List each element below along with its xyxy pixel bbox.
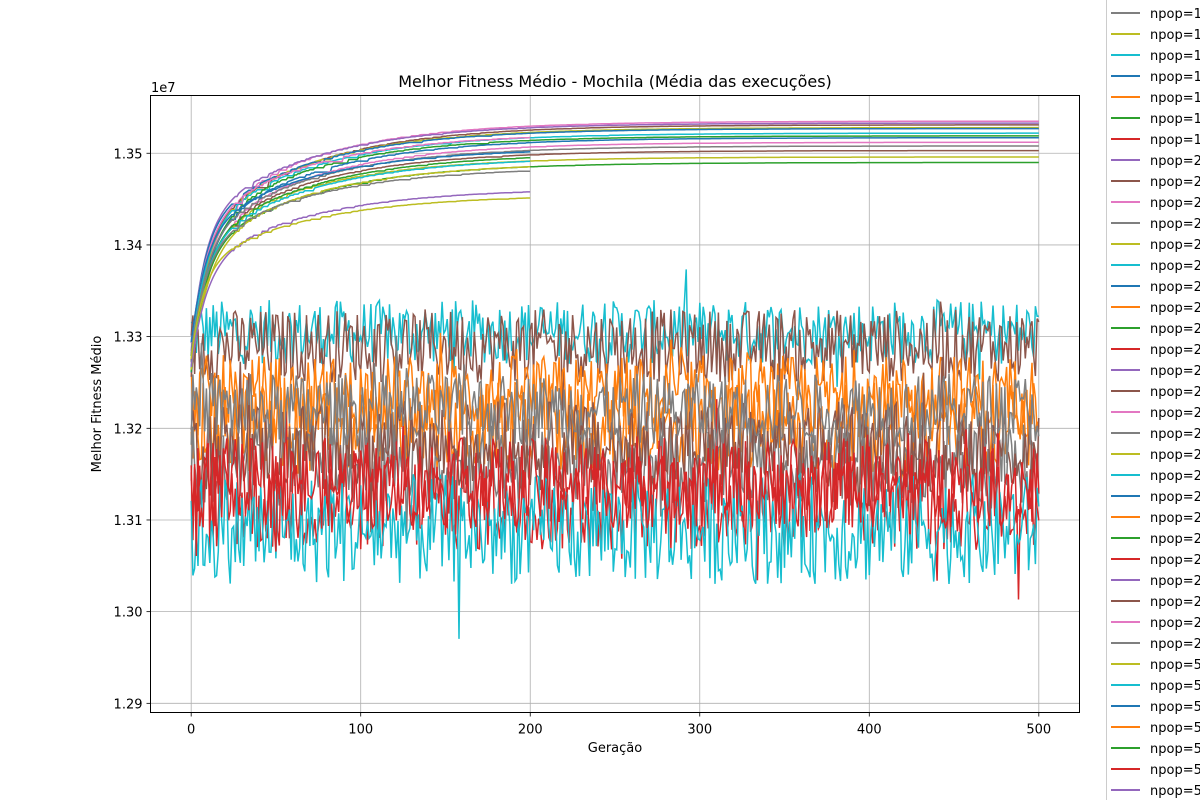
legend-label: npop=2 <box>1150 511 1200 526</box>
legend-label: npop=2 <box>1150 196 1200 211</box>
x-axis-label: Geração <box>588 741 642 756</box>
legend-label: npop=1 <box>1150 133 1200 148</box>
legend-label: npop=2 <box>1150 616 1200 631</box>
chart-title: Melhor Fitness Médio - Mochila (Média da… <box>398 72 832 91</box>
legend-label: npop=2 <box>1150 259 1200 274</box>
legend-label: npop=5 <box>1150 700 1200 715</box>
y-tick-label: 1.34 <box>114 239 143 254</box>
legend: npop=1 npop=1 npop=1 npop=1 npop=1 npop=1 npop… <box>1106 0 1200 800</box>
legend-label: npop=2 <box>1150 175 1200 190</box>
x-tick-label: 200 <box>518 723 543 738</box>
series-line-converging-20 <box>190 197 531 359</box>
legend-label: npop=2 <box>1150 322 1200 337</box>
series-line-converging-4 <box>190 127 1039 356</box>
legend-label: npop=1 <box>1150 28 1200 43</box>
series-line-converging-7 <box>190 136 1039 373</box>
legend-label: npop=5 <box>1150 679 1200 694</box>
x-tick-label: 400 <box>857 723 882 738</box>
legend-label: npop=2 <box>1150 574 1200 589</box>
series-line-noisy-2 <box>190 332 1040 466</box>
legend-frame <box>1106 0 1200 800</box>
y-tick-label: 1.29 <box>114 697 143 712</box>
series-line-converging-13 <box>190 136 531 344</box>
legend-label: npop=5 <box>1150 658 1200 673</box>
legend-label: npop=5 <box>1150 742 1200 757</box>
y-tick-label: 1.30 <box>114 606 143 621</box>
legend-label: npop=2 <box>1150 532 1200 547</box>
series-line-converging-3 <box>190 126 1039 360</box>
legend-label: npop=2 <box>1150 217 1200 232</box>
series-line-converging-17 <box>190 166 531 370</box>
series-line-noisy-6 <box>190 399 1040 600</box>
series-line-noisy-9 <box>190 335 1040 464</box>
legend-label: npop=2 <box>1150 448 1200 463</box>
series-line-noisy-5 <box>190 356 1040 533</box>
x-tick-label: 100 <box>348 723 373 738</box>
series-line-converging-9 <box>190 145 1039 363</box>
legend-label: npop=2 <box>1150 637 1200 652</box>
legend-label: npop=2 <box>1150 385 1200 400</box>
legend-label: npop=1 <box>1150 112 1200 127</box>
x-ticks: 0 100 200 300 400 500 <box>187 712 1051 738</box>
y-tick-label: 1.33 <box>114 331 143 346</box>
series-line-noisy-7 <box>190 472 1040 639</box>
legend-label: npop=2 <box>1150 595 1200 610</box>
legend-label: npop=2 <box>1150 301 1200 316</box>
legend-label: npop=5 <box>1150 721 1200 736</box>
y-tick-label: 1.35 <box>114 147 143 162</box>
y-tick-label: 1.32 <box>114 422 143 437</box>
legend-label: npop=2 <box>1150 406 1200 421</box>
series-line-noisy-8 <box>190 411 1040 557</box>
legend-label: npop=5 <box>1150 784 1200 799</box>
y-axis-label: Melhor Fitness Médio <box>90 336 105 473</box>
series-line-converging-18 <box>190 170 531 355</box>
legend-label: npop=2 <box>1150 238 1200 253</box>
series-line-converging-11 <box>190 156 1039 355</box>
series-lines <box>190 120 1040 639</box>
x-tick-label: 300 <box>687 723 712 738</box>
legend-label: npop=2 <box>1150 490 1200 505</box>
y-ticks: 1.29 1.30 1.31 1.32 1.33 1.34 1.35 <box>114 147 151 712</box>
legend-label: npop=1 <box>1150 49 1200 64</box>
legend-label: npop=1 <box>1150 7 1200 22</box>
legend-label: npop=2 <box>1150 154 1200 169</box>
series-line-converging-16 <box>190 160 531 369</box>
series-line-converging-8 <box>190 141 1039 372</box>
legend-label: npop=2 <box>1150 343 1200 358</box>
x-tick-label: 0 <box>187 723 195 738</box>
legend-label: npop=1 <box>1150 70 1200 85</box>
series-line-converging-19 <box>190 191 531 368</box>
legend-label: npop=2 <box>1150 427 1200 442</box>
legend-label: npop=5 <box>1150 763 1200 778</box>
series-line-converging-6 <box>190 135 1039 357</box>
series-line-converging-1 <box>190 122 1039 351</box>
legend-label: npop=2 <box>1150 280 1200 295</box>
plot-frame <box>150 95 1080 713</box>
legend-label: npop=2 <box>1150 469 1200 484</box>
y-offset-label: 1e7 <box>151 81 176 96</box>
legend-label: npop=1 <box>1150 91 1200 106</box>
series-line-noisy-1 <box>190 301 1040 411</box>
legend-label: npop=2 <box>1150 553 1200 568</box>
legend-label: npop=2 <box>1150 364 1200 379</box>
series-line-converging-10 <box>190 149 1039 361</box>
series-line-converging-14 <box>190 151 531 343</box>
x-tick-label: 500 <box>1026 723 1051 738</box>
y-tick-label: 1.31 <box>114 514 143 529</box>
